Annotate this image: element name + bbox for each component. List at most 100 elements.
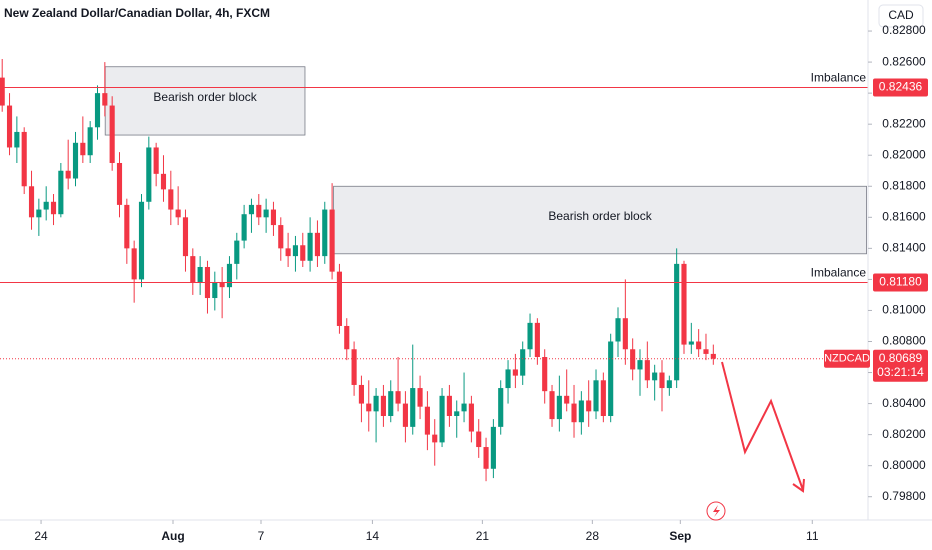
candle-body: [197, 266, 203, 283]
candle-body: [446, 395, 452, 416]
x-tick-label: 7: [258, 529, 265, 543]
candle-body: [388, 391, 394, 416]
y-tick-label: 0.81600: [882, 209, 926, 223]
candle-body: [571, 403, 577, 423]
candle-body: [14, 131, 20, 148]
price-tag-label: 0.82436: [879, 80, 923, 94]
candle-body: [395, 391, 401, 404]
y-tick-label: 0.81400: [882, 241, 926, 255]
candle-body: [109, 105, 115, 163]
price-tag-label: 0.81180: [879, 275, 922, 289]
candle-body: [58, 170, 64, 215]
candle-body: [410, 388, 416, 427]
candle-body: [182, 217, 189, 257]
candle-body: [116, 162, 123, 205]
candle-body: [578, 400, 584, 423]
last-price-tag: [873, 349, 928, 382]
candle-body: [278, 225, 284, 249]
candle-body: [307, 232, 313, 261]
order-block-label: Bearish order block: [548, 209, 652, 223]
candle-body: [212, 282, 218, 299]
candle-body: [219, 282, 225, 288]
candle-body: [439, 395, 445, 443]
candle-body: [168, 189, 174, 210]
candle-body: [300, 245, 306, 261]
candle-body: [542, 357, 548, 392]
candle-body: [131, 248, 137, 280]
candle-body: [336, 271, 342, 326]
candle-body: [65, 170, 71, 179]
candle-body: [160, 173, 167, 190]
candle-body: [190, 256, 196, 283]
candle-body: [0, 77, 5, 106]
candle-body: [600, 380, 606, 416]
y-tick-label: 0.80400: [882, 396, 926, 410]
candle-body: [402, 403, 408, 427]
candle-body: [703, 349, 709, 354]
candle-body: [527, 322, 533, 350]
candle-body: [512, 369, 518, 376]
candle-body: [586, 400, 592, 412]
y-tick-label: 0.80200: [882, 427, 926, 441]
candle-body: [608, 341, 614, 416]
candle-body: [241, 214, 247, 241]
candle-body: [652, 372, 658, 381]
candle-body: [248, 204, 255, 215]
candle-body: [490, 426, 496, 469]
projection-arrow: [721, 361, 804, 491]
x-tick-label: Sep: [669, 529, 691, 543]
candle-body: [637, 360, 643, 370]
candle-body: [674, 263, 680, 381]
currency-button[interactable]: [878, 4, 924, 28]
candle-body: [380, 395, 386, 416]
candle-body: [50, 201, 57, 215]
y-tick-label: 0.80800: [882, 334, 926, 348]
candle-body: [498, 388, 504, 427]
candle-body: [505, 369, 511, 389]
candle-body: [80, 142, 86, 156]
last-price-label: 0.80689: [879, 351, 923, 365]
candle-body: [6, 105, 13, 148]
x-tick-label: 14: [366, 529, 380, 543]
candle-body: [285, 248, 291, 257]
countdown-label: 03:21:14: [877, 365, 924, 379]
candle-body: [622, 318, 628, 350]
candle-body: [263, 209, 269, 218]
x-tick-label: Aug: [161, 529, 184, 543]
candle-body: [461, 403, 467, 412]
candle-body: [630, 349, 636, 370]
x-tick-label: 28: [586, 529, 600, 543]
candle-body: [292, 245, 299, 257]
candle-body: [534, 322, 540, 358]
candle-body: [344, 325, 350, 350]
imbalance-label: Imbalance: [811, 266, 867, 280]
symbol-tag-label: NZDCAD: [824, 353, 870, 365]
candle-body: [87, 127, 93, 156]
candle-body: [234, 240, 240, 264]
candle-body: [615, 318, 621, 342]
y-tick-label: 0.82200: [882, 116, 926, 130]
chart-title: New Zealand Dollar/Canadian Dollar, 4h, …: [4, 6, 270, 20]
candle-body: [21, 131, 27, 187]
candle-body: [556, 395, 562, 420]
order-block-label: Bearish order block: [153, 90, 257, 104]
candle-body: [564, 395, 570, 404]
candle-body: [366, 403, 372, 412]
order-block-zone: [333, 185, 867, 255]
x-tick-label: 11: [806, 529, 819, 543]
candle-body: [710, 353, 716, 359]
plot-area: Bearish order block Bearish order block: [0, 58, 868, 482]
candle-body: [175, 209, 181, 218]
candle-body: [468, 403, 474, 432]
candle-body: [644, 360, 650, 381]
candle-body: [72, 142, 79, 179]
candle-body: [329, 209, 335, 272]
y-tick-label: 0.79800: [882, 489, 926, 503]
candle-body: [43, 201, 49, 210]
candle-body: [483, 447, 489, 469]
y-tick-label: 0.80000: [882, 458, 926, 472]
candle-body: [688, 341, 694, 345]
candle-body: [153, 147, 159, 174]
symbol-tag: [824, 349, 870, 368]
